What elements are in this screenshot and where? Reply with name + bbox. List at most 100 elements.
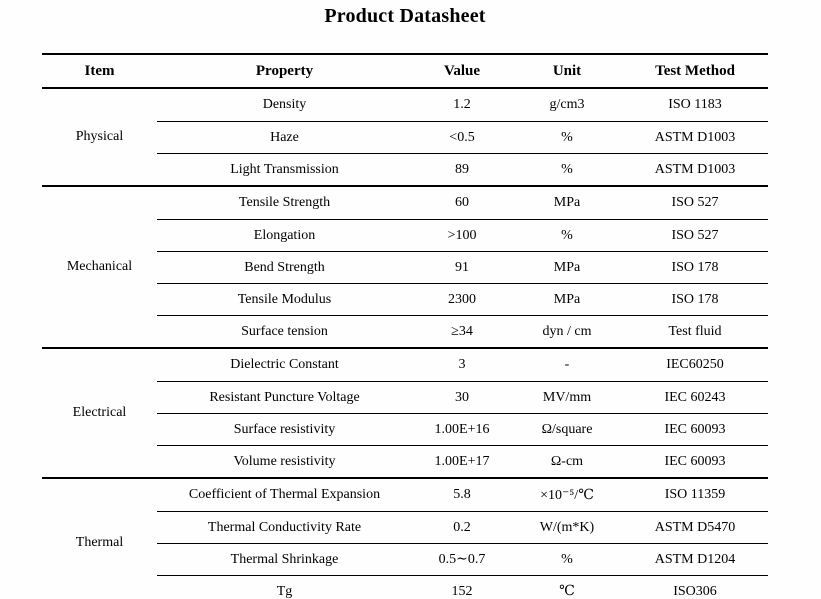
value-cell: 0.2 (453, 519, 471, 535)
value-cell: 60 (455, 195, 469, 210)
method-cell: ISO 178 (671, 259, 719, 275)
property-cell: Surface resistivity (233, 421, 336, 437)
table-row: Thermal Shrinkage 0.5∼0.7% ASTM D1204 (157, 543, 768, 575)
unit-cell: - (564, 357, 570, 372)
section-rows: Coefficient of Thermal Expansion 5.8 ×10⁻⁵… (157, 479, 768, 599)
property-cell: Coefficient of Thermal Expansion (188, 487, 381, 502)
unit-cell: Ω-cm (550, 453, 584, 469)
value-cell: 152 (451, 583, 473, 599)
table-row: Resistant Puncture Voltage 30 MV/mm IEC 602… (157, 381, 768, 413)
unit-cell: W/(m*K) (539, 519, 595, 535)
column-header-test-method: Test Method (655, 62, 735, 79)
property-cell: Tensile Strength (238, 195, 331, 210)
value-cell: 1.00E+17 (434, 453, 490, 469)
value-cell: 89 (455, 161, 469, 177)
unit-cell: ×10⁻⁵/℃ (540, 487, 594, 503)
value-cell: 1.2 (453, 97, 471, 112)
value-cell: 1.00E+16 (434, 421, 490, 437)
table-row: Tg 152 ℃ ISO306 (157, 575, 768, 599)
table-row: Surface resistivity 1.00E+16 Ω/square IEC 6… (157, 413, 768, 445)
table-row: Light Transmission 89% ASTM D1003 (157, 153, 768, 185)
table-row: Elongation >100% ISO 527 (157, 219, 768, 251)
table-section: Mechanical Tensile Strength 60 MPa ISO 527 El… (42, 187, 768, 349)
datasheet-table: Item Property Value Unit Test Method Phy… (42, 53, 768, 599)
property-cell: Elongation (253, 227, 316, 243)
method-cell: ISO 527 (671, 195, 719, 210)
table-row: Volume resistivity 1.00E+17 Ω-cm IEC 60093 (157, 445, 768, 477)
method-cell: ISO306 (673, 583, 717, 599)
method-cell: IEC 60093 (664, 421, 726, 437)
table-row: Tensile Strength 60 MPa ISO 527 (157, 187, 768, 219)
value-cell: 30 (455, 389, 469, 405)
column-header-value: Value (443, 62, 481, 79)
unit-cell: MPa (553, 259, 581, 275)
unit-cell: ℃ (559, 584, 575, 599)
method-cell: IEC60250 (666, 357, 724, 372)
unit-cell: % (561, 161, 573, 177)
method-cell: ISO 1183 (668, 97, 722, 112)
method-cell: IEC 60243 (664, 389, 726, 405)
table-section: Electrical Dielectric Constant 3 - IEC60250 R… (42, 349, 768, 479)
method-cell: IEC 60093 (664, 453, 726, 469)
table-body: Physical Density 1.2 g/cm3 ISO 1183 Haze <0.5%… (42, 89, 768, 599)
table-row: Coefficient of Thermal Expansion 5.8 ×10⁻⁵… (157, 479, 768, 511)
section-rows: Dielectric Constant 3 - IEC60250 Resistant P… (157, 349, 768, 477)
unit-cell: % (561, 227, 573, 243)
item-cell: Electrical (72, 405, 127, 420)
property-cell: Density (262, 97, 307, 112)
table-row: Tensile Modulus 2300 MPa ISO 178 (157, 283, 768, 315)
item-cell: Thermal (75, 535, 124, 550)
property-cell: Resistant Puncture Voltage (209, 389, 360, 405)
item-cell: Mechanical (66, 259, 133, 274)
value-cell: <0.5 (449, 129, 475, 145)
method-cell: ASTM D1003 (654, 161, 736, 177)
value-cell: 2300 (448, 291, 476, 307)
method-cell: ASTM D1003 (654, 129, 736, 145)
property-cell: Tensile Modulus (237, 291, 332, 307)
method-cell: ASTM D1204 (654, 551, 736, 567)
section-rows: Density 1.2 g/cm3 ISO 1183 Haze <0.5% ASTM D10… (157, 89, 768, 185)
value-cell: >100 (447, 227, 477, 243)
section-rows: Tensile Strength 60 MPa ISO 527 Elongation >1… (157, 187, 768, 347)
method-cell: ISO 178 (671, 291, 719, 307)
column-header-item: Item (84, 62, 115, 79)
page-title: Product Datasheet (324, 5, 486, 27)
unit-cell: Ω/square (541, 421, 593, 437)
property-cell: Thermal Conductivity Rate (207, 519, 362, 535)
property-cell: Haze (270, 129, 299, 145)
property-cell: Surface tension (241, 323, 328, 339)
column-header-unit: Unit (552, 62, 582, 79)
property-cell: Bend Strength (244, 259, 325, 275)
property-cell: Tg (276, 583, 293, 599)
value-cell: 0.5∼0.7 (438, 552, 486, 567)
property-cell: Light Transmission (230, 161, 339, 177)
unit-cell: MV/mm (542, 389, 592, 405)
method-cell: ISO 527 (671, 227, 719, 243)
method-cell: ISO 11359 (664, 487, 726, 502)
method-cell: Test fluid (668, 323, 722, 339)
table-section: Thermal Coefficient of Thermal Expansion 5… (42, 479, 768, 599)
table-row: Haze <0.5% ASTM D1003 (157, 121, 768, 153)
unit-cell: dyn / cm (542, 323, 592, 339)
column-header-property: Property (255, 62, 314, 79)
unit-cell: g/cm3 (549, 97, 585, 112)
property-cell: Dielectric Constant (230, 357, 339, 372)
table-row: Density 1.2 g/cm3 ISO 1183 (157, 89, 768, 121)
unit-cell: % (561, 129, 573, 145)
item-cell: Physical (75, 129, 124, 144)
value-cell: 91 (455, 259, 469, 275)
unit-cell: MPa (553, 195, 581, 210)
unit-cell: MPa (553, 291, 581, 307)
unit-cell: % (561, 551, 573, 567)
table-row: Bend Strength 91 MPa ISO 178 (157, 251, 768, 283)
table-header-row: Item Property Value Unit Test Method (42, 55, 768, 89)
table-row: Surface tension ≥34 dyn / cm Test fluid (157, 315, 768, 347)
method-cell: ASTM D5470 (654, 519, 736, 535)
property-cell: Thermal Shrinkage (230, 551, 339, 567)
value-cell: ≥34 (451, 323, 473, 339)
value-cell: 3 (458, 357, 466, 372)
property-cell: Volume resistivity (233, 453, 336, 469)
table-row: Thermal Conductivity Rate 0.2 W/(m*K) ASTM … (157, 511, 768, 543)
table-section: Physical Density 1.2 g/cm3 ISO 1183 Haze <0.5%… (42, 89, 768, 187)
